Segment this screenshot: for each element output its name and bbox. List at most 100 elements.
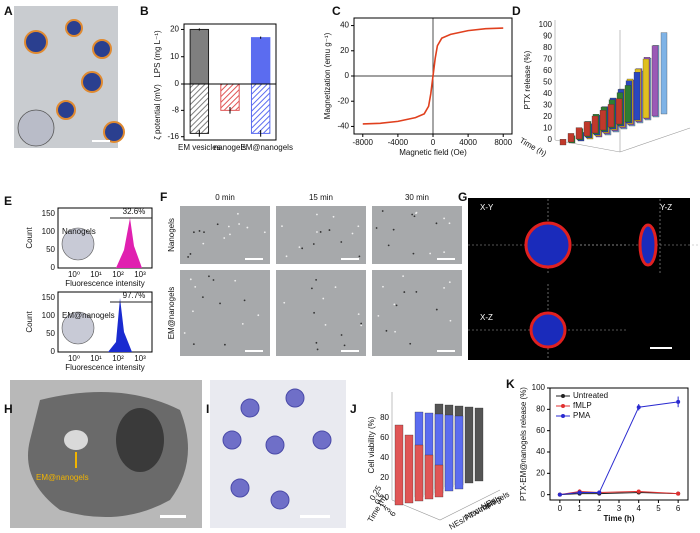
y-tick-label: 0	[345, 71, 350, 80]
particle	[208, 275, 210, 278]
row-label: EM@nanogels	[167, 287, 176, 340]
particle	[393, 303, 396, 306]
x-tick-label: 10²	[112, 354, 124, 363]
particle	[201, 296, 204, 298]
particle	[316, 348, 319, 351]
x-tick-label: 10³	[134, 354, 146, 363]
panel-letter: G	[458, 190, 467, 204]
bar	[250, 37, 271, 85]
y-tick-label: 10	[170, 52, 179, 61]
panel-letter: J	[350, 402, 357, 416]
z-tick-label: 60	[380, 433, 389, 442]
particle	[319, 231, 322, 233]
particle	[202, 242, 205, 245]
y-tick-label: -40	[337, 122, 349, 131]
y-tick-label: 0	[51, 263, 56, 272]
marker	[636, 405, 641, 410]
particle	[357, 313, 360, 316]
cell	[529, 311, 567, 349]
particle	[194, 285, 197, 288]
legend-marker	[561, 414, 565, 418]
particle	[443, 251, 446, 254]
particle	[216, 223, 219, 226]
bar	[220, 83, 240, 111]
bar-3d	[404, 434, 414, 504]
y-tick-label: 0	[541, 490, 546, 499]
particle	[429, 252, 432, 255]
legend-marker	[561, 394, 565, 398]
particle	[212, 279, 215, 281]
micrograph	[372, 206, 462, 264]
particle	[340, 334, 343, 336]
particle	[413, 215, 416, 218]
bar-3d	[583, 121, 591, 137]
z-tick-label: 10	[543, 124, 552, 133]
cell	[524, 221, 572, 269]
particle	[313, 311, 315, 314]
bar-3d	[599, 110, 607, 131]
z-tick-label: 90	[543, 32, 552, 41]
particle	[224, 343, 226, 346]
legend-marker	[561, 404, 565, 408]
nucleus	[116, 408, 164, 472]
cell	[24, 30, 48, 54]
particle	[324, 323, 327, 326]
particle	[316, 213, 318, 216]
particle	[183, 332, 186, 334]
particle	[449, 319, 452, 322]
x-tick-label: 3	[617, 504, 622, 513]
particle	[412, 252, 415, 255]
view-label: Y-Z	[660, 203, 672, 212]
vacuole	[64, 430, 88, 450]
frame	[57, 207, 153, 269]
scale-bar	[650, 347, 672, 349]
y-axis-label: Magnetization (emu g⁻¹)	[323, 32, 332, 119]
cell	[240, 398, 260, 418]
x-tick-label: 10⁰	[68, 270, 80, 279]
x-tick-label: -4000	[388, 138, 409, 147]
cell	[81, 71, 103, 93]
cell	[285, 388, 305, 408]
axes-3d	[554, 20, 691, 153]
bar-3d	[559, 139, 567, 146]
cell	[265, 435, 285, 455]
z-tick-label: 80	[543, 43, 552, 52]
particle	[382, 285, 384, 288]
x-tick-label: 4	[636, 504, 641, 513]
x-tick-label: 1	[577, 504, 582, 513]
particle	[448, 281, 451, 284]
bar-3d	[464, 406, 474, 484]
z-tick-label: 70	[543, 55, 552, 64]
particle	[387, 244, 390, 247]
z-axis-label: Cell viability (%)	[367, 416, 376, 473]
y-tick-label: 100	[42, 311, 56, 320]
particle	[443, 287, 445, 289]
scale-bar	[341, 258, 359, 260]
z-tick-label: 20	[380, 473, 389, 482]
particle	[357, 225, 360, 228]
particle	[328, 229, 331, 231]
z-tick-label: 20	[543, 112, 552, 121]
particle	[392, 228, 395, 231]
scale-bar	[300, 515, 330, 518]
z-tick-label: 40	[543, 89, 552, 98]
axis-label: ζ potential (mV)	[153, 84, 162, 140]
marker	[676, 399, 681, 404]
particle	[315, 278, 318, 281]
marker	[636, 489, 641, 494]
bar-3d	[624, 85, 632, 123]
particle	[229, 233, 231, 236]
time-label: 3	[383, 505, 393, 514]
particle	[381, 210, 384, 212]
y-axis-label: Count	[25, 311, 34, 333]
x-axis-label: Magnetic field (Oe)	[399, 148, 467, 157]
cell	[230, 478, 250, 498]
time-label: 0 min	[215, 193, 235, 202]
y-tick-label: 80	[536, 404, 545, 413]
y-tick-label: 40	[340, 21, 349, 30]
micrograph	[276, 206, 366, 264]
particle	[257, 314, 260, 317]
particle	[281, 225, 283, 228]
